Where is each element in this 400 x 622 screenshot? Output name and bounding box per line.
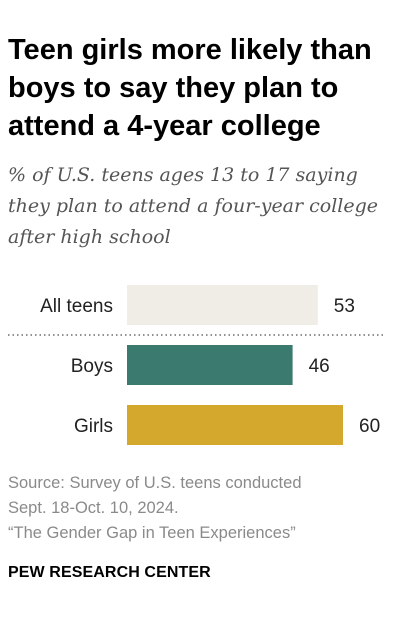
bar-all-teens: [127, 285, 318, 325]
category-label-girls: Girls: [74, 416, 113, 437]
category-label-boys: Boys: [71, 356, 113, 377]
bar-boys: [127, 345, 293, 385]
category-label-all-teens: All teens: [40, 296, 113, 317]
bar-girls: [127, 405, 343, 445]
source-line-3: “The Gender Gap in Teen Experiences”: [8, 524, 296, 542]
value-label-boys: 46: [309, 356, 330, 377]
source-note: Source: Survey of U.S. teens conducted S…: [8, 471, 400, 546]
chart-subtitle: % of U.S. teens ages 13 to 17 saying the…: [8, 164, 379, 248]
source-line-2: Sept. 18-Oct. 10, 2024.: [8, 499, 179, 517]
brand-footer: PEW RESEARCH CENTER: [8, 564, 211, 581]
bar-chart: All teens 53 Boys 46 Girls 60: [8, 285, 385, 445]
value-label-all-teens: 53: [334, 296, 355, 317]
source-line-1: Source: Survey of U.S. teens conducted: [8, 474, 302, 492]
chart-title: Teen girls more likely than boys to say …: [8, 34, 372, 142]
value-label-girls: 60: [359, 416, 380, 437]
